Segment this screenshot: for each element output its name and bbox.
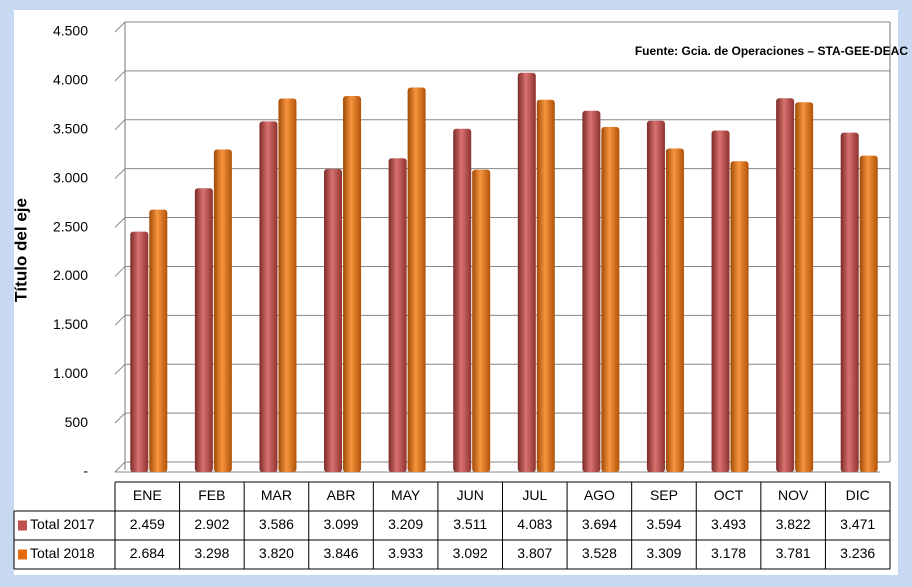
bar <box>278 98 297 472</box>
table-value: 2.459 <box>130 516 165 532</box>
bar <box>665 148 684 472</box>
y-tick-label: - <box>83 463 88 479</box>
bar <box>213 149 232 473</box>
bar <box>407 87 426 472</box>
grid-line <box>114 265 890 277</box>
bar <box>536 99 555 472</box>
bar <box>194 188 213 472</box>
grid-line <box>114 21 890 33</box>
y-tick-label: 1.000 <box>53 365 88 381</box>
y-tick-label: 4.000 <box>53 72 88 88</box>
table-value: 3.781 <box>776 545 811 561</box>
bar <box>730 161 749 473</box>
table-value: 3.822 <box>776 516 811 532</box>
y-tick-label: 3.500 <box>53 120 88 136</box>
table-value: 3.309 <box>646 545 681 561</box>
bar <box>259 121 278 472</box>
y-tick-label: 2.500 <box>53 218 88 234</box>
bar <box>582 110 601 472</box>
x-tick-label: JUL <box>522 487 547 503</box>
x-tick-label: SEP <box>650 487 678 503</box>
y-tick-label: 2.000 <box>53 267 88 283</box>
table-value: 3.471 <box>840 516 875 532</box>
bar <box>601 127 620 472</box>
bar <box>149 209 168 472</box>
y-axis-title: Título del eje <box>11 198 30 302</box>
bar <box>859 155 878 472</box>
table-value: 3.820 <box>259 545 294 561</box>
grid-line <box>114 461 890 473</box>
table-value: 3.586 <box>259 516 294 532</box>
bar <box>517 72 536 473</box>
x-tick-label: AGO <box>584 487 615 503</box>
table-value: 3.178 <box>711 545 746 561</box>
bar <box>388 158 407 472</box>
x-tick-label: FEB <box>198 487 225 503</box>
table-value: 2.684 <box>130 545 165 561</box>
table-value: 3.528 <box>582 545 617 561</box>
table-value: 4.083 <box>517 516 552 532</box>
x-tick-label: MAR <box>261 487 292 503</box>
bar <box>711 130 730 472</box>
bar <box>646 120 665 472</box>
table-value: 3.594 <box>646 516 681 532</box>
y-tick-label: 3.000 <box>53 169 88 185</box>
x-tick-label: NOV <box>778 487 809 503</box>
grid-line <box>114 217 890 228</box>
grid-line <box>114 119 890 131</box>
table-value: 3.298 <box>194 545 229 561</box>
x-tick-label: ABR <box>327 487 356 503</box>
grid-line <box>114 70 890 82</box>
y-tick-label: 4.500 <box>53 23 88 39</box>
y-tick-label: 1.500 <box>53 316 88 332</box>
table-value: 3.092 <box>453 545 488 561</box>
table-value: 3.493 <box>711 516 746 532</box>
grid-line <box>114 363 890 375</box>
x-tick-label: MAY <box>391 487 421 503</box>
bar <box>472 169 491 472</box>
grid-line <box>114 168 890 180</box>
x-tick-label: DIC <box>846 487 870 503</box>
bar <box>840 132 859 472</box>
x-tick-label: ENE <box>133 487 162 503</box>
table-value: 2.902 <box>194 516 229 532</box>
legend-key <box>18 520 27 531</box>
grid-line <box>114 412 890 424</box>
bar <box>130 231 149 472</box>
bar <box>776 98 795 472</box>
table-value: 3.694 <box>582 516 617 532</box>
bar <box>453 128 472 473</box>
table-value: 3.807 <box>517 545 552 561</box>
x-tick-label: OCT <box>714 487 744 503</box>
bar <box>795 102 814 473</box>
table <box>14 482 890 569</box>
table-value: 3.846 <box>324 545 359 561</box>
legend-label: Total 2017 <box>30 516 95 532</box>
table-value: 3.099 <box>324 516 359 532</box>
table-value: 3.236 <box>840 545 875 561</box>
bar <box>343 95 362 473</box>
grid-line <box>114 314 890 326</box>
legend-key <box>18 549 27 560</box>
table-value: 3.511 <box>453 516 487 532</box>
table-value: 3.933 <box>388 545 423 561</box>
bar <box>324 168 343 472</box>
y-tick-label: 500 <box>65 414 89 430</box>
table-value: 3.209 <box>388 516 423 532</box>
legend-label: Total 2018 <box>30 545 95 561</box>
source-note: Fuente: Gcia. de Operaciones – STA-GEE-D… <box>635 44 909 58</box>
x-tick-label: JUN <box>457 487 484 503</box>
